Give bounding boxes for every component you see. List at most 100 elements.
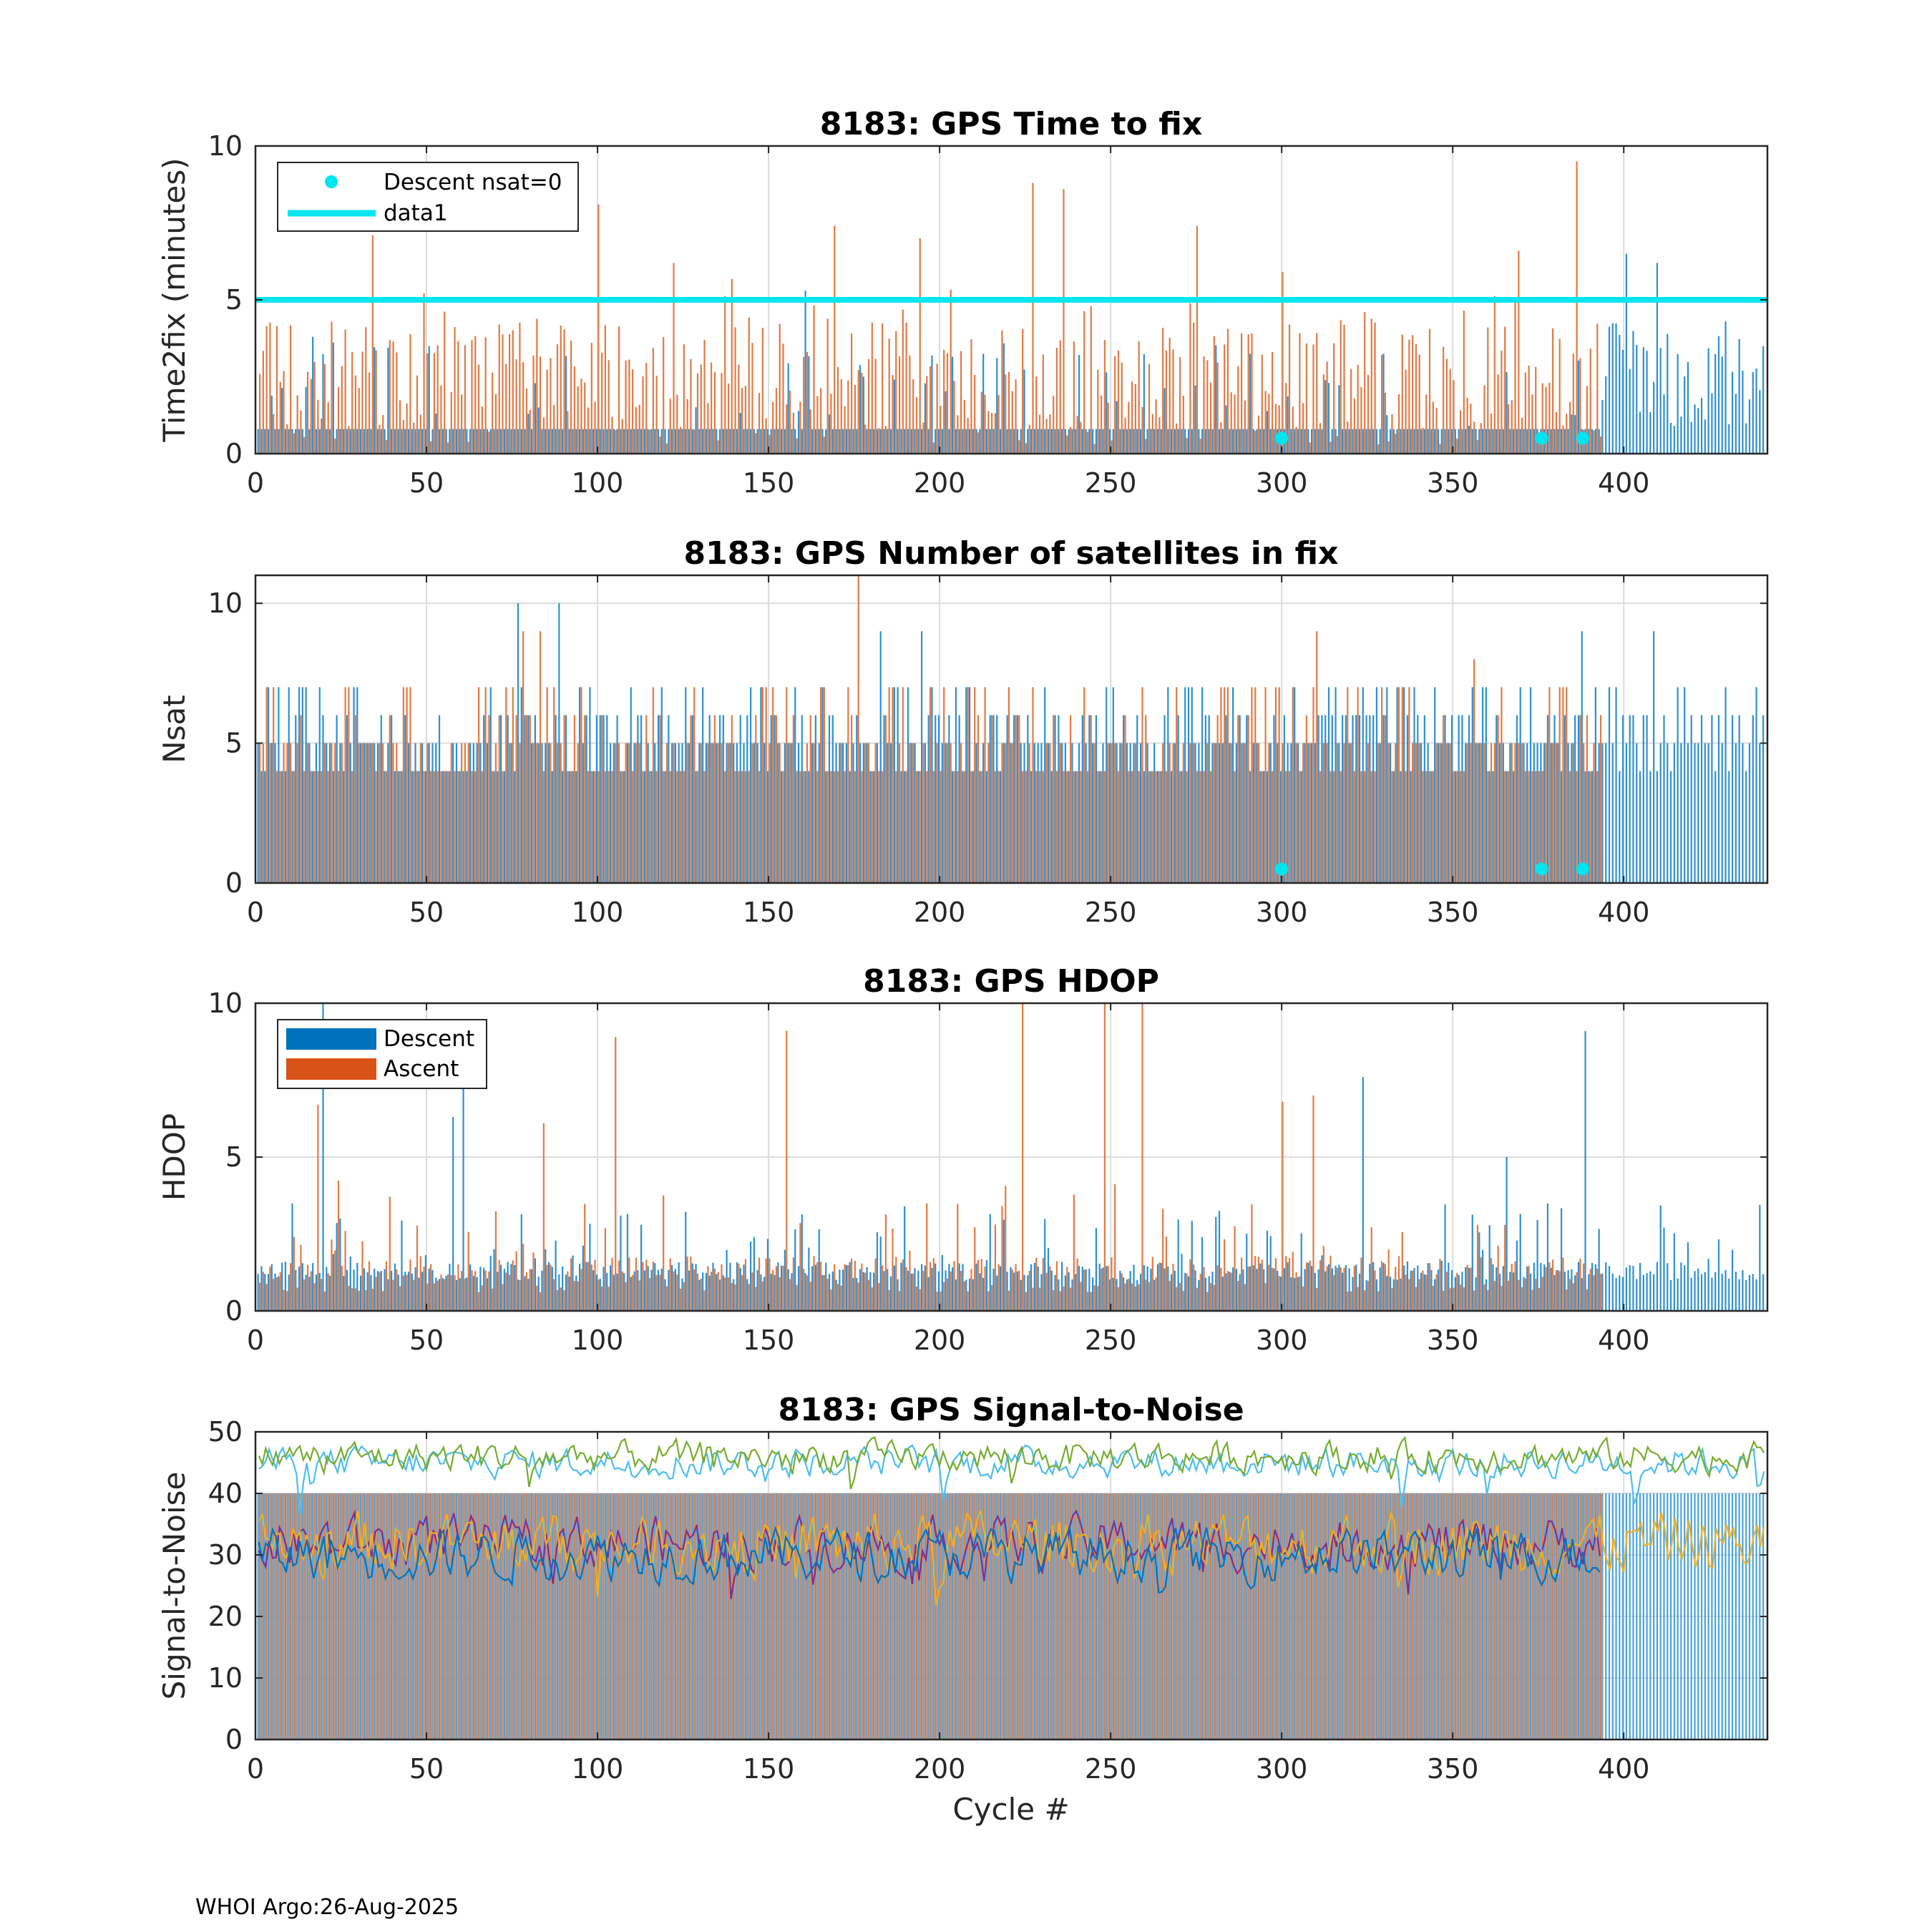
descent-bar — [1423, 1274, 1425, 1311]
descent-bar — [1745, 771, 1747, 883]
descent-bar — [343, 1276, 345, 1311]
descent-bar — [828, 1274, 831, 1311]
descent-bar — [941, 743, 943, 883]
descent-bar — [1594, 1264, 1596, 1311]
descent-bar — [305, 1493, 307, 1740]
descent-bar — [1557, 429, 1559, 454]
ascent-bar — [525, 1493, 528, 1740]
ascent-bar — [1480, 743, 1482, 883]
ascent-bar — [1415, 1493, 1418, 1740]
descent-bar — [459, 1493, 461, 1740]
ascent-bar — [645, 715, 648, 883]
descent-bar — [1365, 715, 1367, 883]
ascent-bar — [553, 404, 555, 454]
ascent-bar — [1169, 1493, 1171, 1740]
descent-bar — [1571, 743, 1573, 883]
ascent-bar — [946, 1278, 949, 1311]
descent-bar — [462, 429, 464, 454]
ascent-bar — [1069, 426, 1072, 454]
ascent-bar — [1148, 771, 1151, 883]
descent-bar — [1478, 429, 1480, 454]
ascent-bar — [882, 771, 884, 883]
descent-bar — [1601, 1493, 1604, 1740]
descent-bar — [397, 429, 399, 454]
descent-bar — [1201, 1493, 1204, 1740]
descent-bar — [1382, 1262, 1385, 1311]
descent-bar — [346, 715, 348, 883]
descent-bar — [698, 1279, 701, 1311]
descent-bar — [1106, 372, 1108, 454]
descent-bar — [968, 429, 971, 454]
ascent-bar — [1230, 1272, 1232, 1311]
descent-bar — [927, 1277, 930, 1311]
ascent-bar — [532, 355, 535, 454]
descent-bar — [1198, 1279, 1200, 1311]
descent-bar — [921, 631, 923, 883]
ascent-bar — [1131, 1283, 1133, 1311]
ascent-bar — [416, 771, 419, 883]
ascent-bar — [550, 1493, 552, 1740]
ascent-bar — [1008, 1290, 1010, 1311]
descent-bar — [1256, 1269, 1258, 1311]
descent-bar — [1163, 388, 1166, 454]
ascent-bar — [1049, 1266, 1051, 1311]
descent-bar — [835, 1493, 837, 1740]
descent-bar — [1208, 715, 1210, 883]
descent-bar — [660, 429, 663, 454]
descent-bar — [1229, 429, 1231, 454]
descent-bar — [1058, 429, 1060, 454]
descent-bar — [1584, 771, 1586, 883]
descent-bar — [514, 1493, 516, 1740]
ascent-bar — [1097, 1286, 1099, 1311]
descent-bar — [1581, 1493, 1583, 1740]
ascent-bar — [1292, 1252, 1294, 1311]
descent-bar — [308, 743, 311, 883]
ascent-bar — [1083, 1493, 1085, 1740]
descent-bar — [948, 1493, 950, 1740]
ascent-bar — [638, 404, 640, 454]
descent-bar — [1129, 743, 1131, 883]
descent-bar — [965, 429, 967, 454]
ascent-bar — [481, 406, 483, 454]
ascent-bar — [1193, 1493, 1195, 1740]
descent-bar — [1629, 715, 1631, 883]
descent-bar — [257, 743, 259, 883]
descent-bar — [1687, 361, 1689, 454]
ascent-bar — [1124, 417, 1126, 454]
ascent-bar — [1045, 743, 1048, 883]
ascent-bar — [984, 394, 986, 454]
ascent-bar — [1059, 1291, 1061, 1311]
ascent-bar — [354, 1288, 357, 1311]
ascent-bar — [991, 413, 993, 454]
ascent-bar — [980, 1493, 982, 1740]
ascent-bar — [382, 1493, 384, 1740]
y-tick-label: 5 — [225, 284, 243, 316]
descent-bar — [958, 429, 960, 454]
descent-bar — [688, 1493, 691, 1740]
ascent-bar — [375, 771, 377, 883]
descent-bar — [797, 1493, 800, 1740]
descent-bar — [380, 1271, 382, 1311]
ascent-bar — [857, 1282, 859, 1311]
descent-bar — [370, 1275, 372, 1311]
descent-bar — [1252, 743, 1254, 883]
ascent-bar — [703, 1290, 706, 1311]
ascent-bar — [1076, 416, 1078, 454]
ascent-bar — [361, 351, 364, 454]
descent-bar — [791, 1273, 793, 1311]
descent-bar — [879, 1493, 882, 1740]
descent-bar — [1649, 1271, 1652, 1311]
descent-bar — [828, 715, 831, 883]
ascent-bar — [652, 1493, 654, 1740]
ascent-bar — [461, 1493, 463, 1740]
descent-bar — [1088, 1269, 1091, 1311]
ascent-bar — [871, 771, 873, 883]
descent-bar — [1690, 1493, 1692, 1740]
ascent-bar — [1572, 1283, 1574, 1311]
descent-bar — [766, 1239, 769, 1311]
ascent-bar — [1405, 1493, 1407, 1740]
descent-bar — [1314, 743, 1316, 883]
descent-bar — [1420, 1272, 1423, 1311]
descent-bar — [1061, 743, 1063, 883]
descent-bar — [739, 412, 741, 454]
